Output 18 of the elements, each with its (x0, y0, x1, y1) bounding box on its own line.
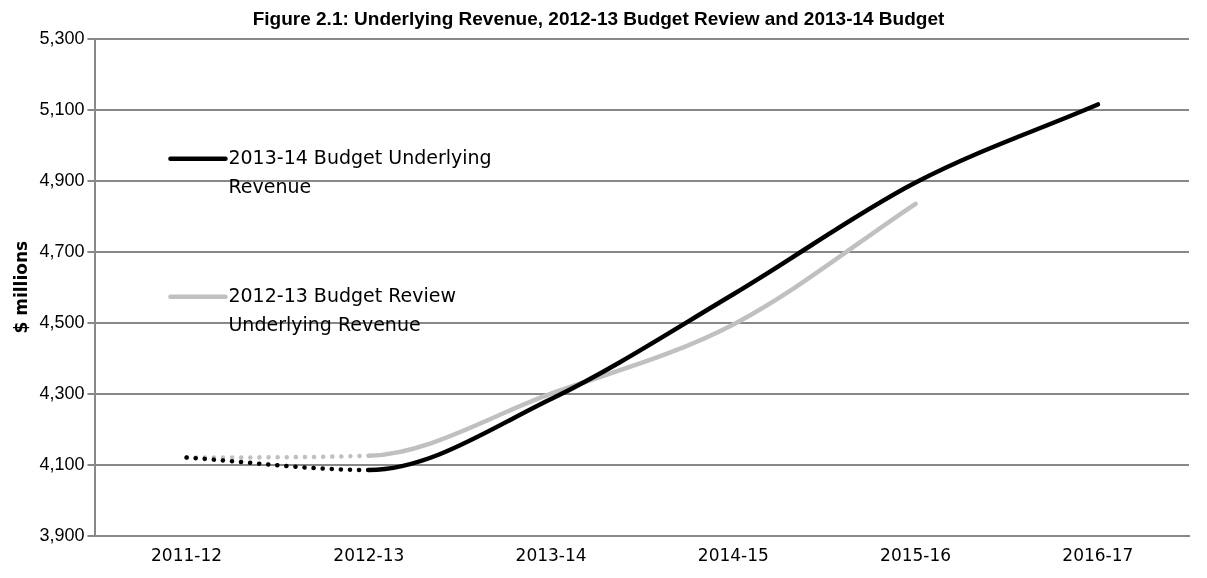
y-tick-label: 5,300 (39, 27, 85, 48)
legend-label: 2012-13 Budget Review Underlying Revenue (228, 283, 457, 335)
legend-label: 2013-14 Budget Underlying Revenue (228, 145, 492, 197)
y-tick-label: 3,900 (39, 524, 85, 545)
y-tick-label: 5,100 (39, 98, 85, 119)
y-tick-label: 4,100 (39, 453, 85, 474)
chart-title: Figure 2.1: Underlying Revenue, 2012-13 Budget Review and 2013-14 Budget (252, 7, 945, 29)
x-tick-label: 2014-15 (697, 545, 769, 566)
y-tick-label: 4,500 (39, 311, 85, 332)
x-tick-label: 2013-14 (515, 545, 587, 566)
y-tick-label: 4,900 (39, 169, 85, 190)
x-tick-label: 2012-13 (333, 545, 405, 566)
x-tick-label: 2015-16 (880, 545, 952, 566)
y-axis-title: $ millions (10, 240, 31, 334)
x-tick-label: 2016-17 (1062, 545, 1134, 566)
x-tick-label: 2011-12 (151, 545, 223, 566)
y-tick-label: 4,700 (39, 240, 85, 261)
y-tick-label: 4,300 (39, 382, 85, 403)
